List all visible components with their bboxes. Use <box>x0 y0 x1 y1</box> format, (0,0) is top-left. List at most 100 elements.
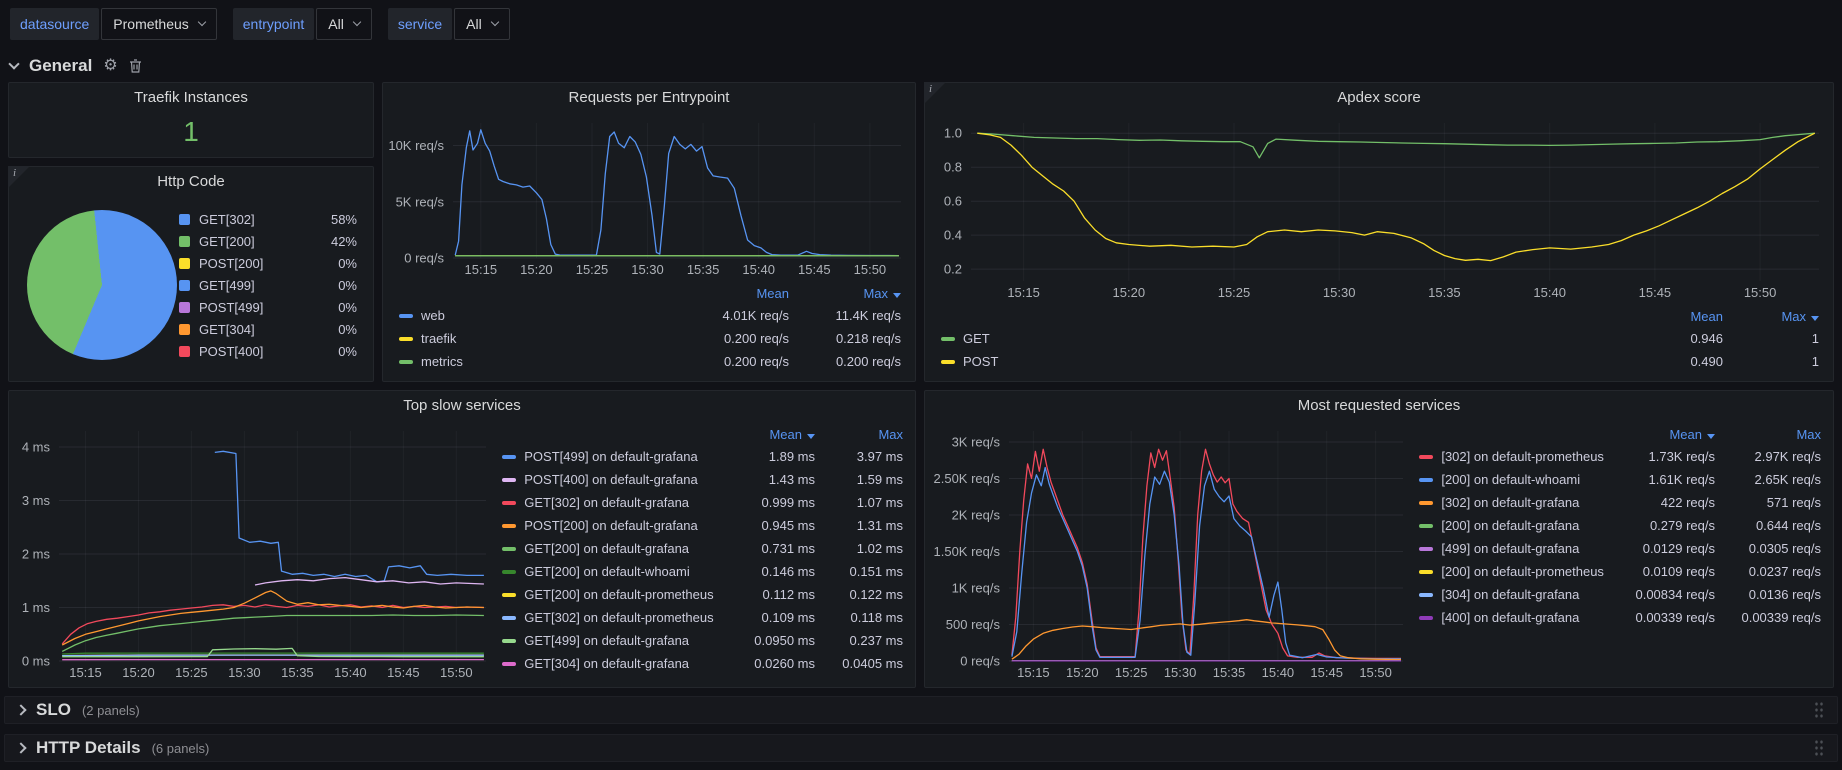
series-color-swatch <box>179 323 190 335</box>
series-name[interactable]: POST <box>963 354 999 369</box>
series-name[interactable]: POST[400] <box>199 343 264 359</box>
legend-sort-mean[interactable]: Mean <box>1690 308 1723 324</box>
series-color-swatch <box>179 257 190 269</box>
series-name[interactable]: POST[499] on default-grafana <box>524 449 698 464</box>
series-name[interactable]: [200] on default-prometheus <box>1441 564 1604 579</box>
http-code-pie-chart[interactable] <box>27 210 177 360</box>
legend-row[interactable]: POST[200] on default-grafana 0.945 ms 1.31… <box>502 514 903 537</box>
series-name[interactable]: POST[200] on default-grafana <box>524 518 698 533</box>
service-select[interactable]: All <box>454 8 510 40</box>
legend-sort-mean[interactable]: Mean <box>727 427 815 442</box>
series-name[interactable]: GET <box>963 331 990 346</box>
time-series-chart[interactable]: 0.2 0.4 0.6 0.8 1.0 15:15 15:20 15:25 15:30 15:35… <box>925 113 1833 303</box>
legend-row[interactable]: [304] on default-grafana 0.00834 req/s 0.0… <box>1419 583 1821 606</box>
legend-row[interactable]: GET[499] on default-grafana 0.0950 ms 0.23… <box>502 629 903 652</box>
entrypoint-label[interactable]: entrypoint <box>232 8 315 40</box>
time-series-chart[interactable]: 0 req/s 500 req/s 1K req/s 1.50K req/s 2K re… <box>925 421 1415 683</box>
legend-row[interactable]: traefik 0.200 req/s 0.218 req/s <box>399 327 901 350</box>
legend-row[interactable]: GET[200] on default-whoami 0.146 ms 0.151 … <box>502 560 903 583</box>
legend-row[interactable]: GET[200] 42% <box>179 230 357 252</box>
most-requested-services-chart[interactable]: 0 req/s 500 req/s 1K req/s 1.50K req/s 2K re… <box>925 421 1415 683</box>
series-name[interactable]: [200] on default-grafana <box>1441 518 1580 533</box>
time-series-chart[interactable]: 0 ms 1 ms 2 ms 3 ms 4 ms 15:15 15:20 15:25 15:30… <box>9 421 498 683</box>
datasource-select[interactable]: Prometheus <box>101 8 217 40</box>
panel-title[interactable]: Http Code <box>157 173 225 190</box>
legend-sort-mean[interactable]: Mean <box>1609 427 1715 442</box>
series-name[interactable]: POST[400] on default-grafana <box>524 472 698 487</box>
legend-row[interactable]: [302] on default-prometheus 1.73K req/s 2.… <box>1419 445 1821 468</box>
legend-row[interactable]: [499] on default-grafana 0.0129 req/s 0.03… <box>1419 537 1821 560</box>
panel-title[interactable]: Apdex score <box>1337 89 1421 106</box>
row-drag-handle[interactable] <box>1814 739 1825 757</box>
series-name[interactable]: metrics <box>421 354 463 369</box>
legend-sort-max[interactable]: Max <box>1796 426 1821 442</box>
series-name[interactable]: [200] on default-whoami <box>1441 472 1581 487</box>
legend-row[interactable]: GET[304] 0% <box>179 318 357 340</box>
legend-sort-max[interactable]: Max <box>1723 309 1819 324</box>
legend-row[interactable]: GET[302] on default-prometheus 0.109 ms 0.… <box>502 606 903 629</box>
series-name[interactable]: POST[200] <box>199 255 264 271</box>
series-name[interactable]: GET[200] <box>199 233 255 249</box>
series-name[interactable]: GET[200] on default-grafana <box>524 541 690 556</box>
series-name[interactable]: [302] on default-prometheus <box>1441 449 1604 464</box>
service-label[interactable]: service <box>387 8 453 40</box>
row-slo[interactable]: SLO (2 panels) <box>4 696 1838 724</box>
legend-row[interactable]: GET[302] on default-grafana 0.999 ms 1.07 … <box>502 491 903 514</box>
legend-sort-max[interactable]: Max <box>789 286 901 301</box>
legend-sort-max[interactable]: Max <box>878 426 903 442</box>
legend-row[interactable]: GET[200] on default-grafana 0.731 ms 1.02 … <box>502 537 903 560</box>
series-name[interactable]: GET[200] on default-whoami <box>524 564 690 579</box>
trash-icon[interactable] <box>129 59 142 73</box>
entrypoint-select[interactable]: All <box>316 8 372 40</box>
series-name[interactable]: POST[499] <box>199 299 264 315</box>
top-slow-services-chart[interactable]: 0 ms 1 ms 2 ms 3 ms 4 ms 15:15 15:20 15:25 15:30… <box>9 421 498 683</box>
series-name[interactable]: [304] on default-grafana <box>1441 587 1580 602</box>
legend-sort-mean[interactable]: Mean <box>756 285 789 301</box>
row-drag-handle[interactable] <box>1814 701 1825 719</box>
series-name[interactable]: GET[499] <box>199 277 255 293</box>
series-name[interactable]: GET[302] on default-prometheus <box>524 610 714 625</box>
series-name[interactable]: traefik <box>421 331 457 346</box>
legend-row[interactable]: [200] on default-prometheus 0.0109 req/s 0… <box>1419 560 1821 583</box>
legend-row[interactable]: [200] on default-grafana 0.279 req/s 0.644… <box>1419 514 1821 537</box>
panel-title[interactable]: Top slow services <box>403 397 521 414</box>
row-http-details[interactable]: HTTP Details (6 panels) <box>4 734 1838 762</box>
series-name[interactable]: [302] on default-grafana <box>1441 495 1580 510</box>
legend-row[interactable]: [200] on default-whoami 1.61K req/s 2.65K … <box>1419 468 1821 491</box>
series-name[interactable]: GET[304] on default-grafana <box>524 656 690 671</box>
time-series-chart[interactable]: 0 req/s 5K req/s 10K req/s 15:15 15:20 15:25 1… <box>383 113 915 280</box>
legend-row[interactable]: web 4.01K req/s 11.4K req/s <box>399 304 901 327</box>
svg-text:2.50K req/s: 2.50K req/s <box>934 471 1001 486</box>
series-name[interactable]: GET[304] <box>199 321 255 337</box>
legend-row[interactable]: [302] on default-grafana 422 req/s 571 req… <box>1419 491 1821 514</box>
legend-row[interactable]: POST[499] 0% <box>179 296 357 318</box>
legend-row[interactable]: POST[200] 0% <box>179 252 357 274</box>
apdex-score-chart[interactable]: 0.2 0.4 0.6 0.8 1.0 15:15 15:20 15:25 15:30 15:35… <box>925 113 1833 303</box>
legend-row[interactable]: POST[400] on default-grafana 1.43 ms 1.59 … <box>502 468 903 491</box>
series-name[interactable]: [499] on default-grafana <box>1441 541 1580 556</box>
legend-row[interactable]: GET[302] 58% <box>179 208 357 230</box>
series-name[interactable]: web <box>421 308 445 323</box>
series-name[interactable]: [400] on default-grafana <box>1441 610 1580 625</box>
legend-row[interactable]: GET[200] on default-prometheus 0.112 ms 0.… <box>502 583 903 606</box>
legend-row[interactable]: GET[499] 0% <box>179 274 357 296</box>
row-general[interactable]: General <box>8 56 142 76</box>
legend-row[interactable]: POST[400] 0% <box>179 340 357 362</box>
gear-icon[interactable] <box>103 58 117 74</box>
series-name[interactable]: GET[302] <box>199 211 255 227</box>
panel-title[interactable]: Traefik Instances <box>134 89 248 106</box>
series-name[interactable]: GET[499] on default-grafana <box>524 633 690 648</box>
legend-row[interactable]: GET 0.946 1 <box>941 327 1819 350</box>
panel-title[interactable]: Most requested services <box>1297 397 1461 414</box>
legend-row[interactable]: POST[499] on default-grafana 1.89 ms 3.97 … <box>502 445 903 468</box>
series-name[interactable]: GET[200] on default-prometheus <box>524 587 714 602</box>
legend-row[interactable]: GET[304] on default-grafana 0.0260 ms 0.04… <box>502 652 903 675</box>
series-name[interactable]: GET[302] on default-grafana <box>524 495 690 510</box>
legend-row[interactable]: [400] on default-grafana 0.00339 req/s 0.0… <box>1419 606 1821 629</box>
datasource-label[interactable]: datasource <box>10 8 100 40</box>
legend-row[interactable]: metrics 0.200 req/s 0.200 req/s <box>399 350 901 373</box>
panel-title[interactable]: Requests per Entrypoint <box>568 89 730 106</box>
legend-row[interactable]: POST 0.490 1 <box>941 350 1819 373</box>
requests-per-entrypoint-chart[interactable]: 0 req/s 5K req/s 10K req/s 15:15 15:20 15:25 1… <box>383 113 915 280</box>
